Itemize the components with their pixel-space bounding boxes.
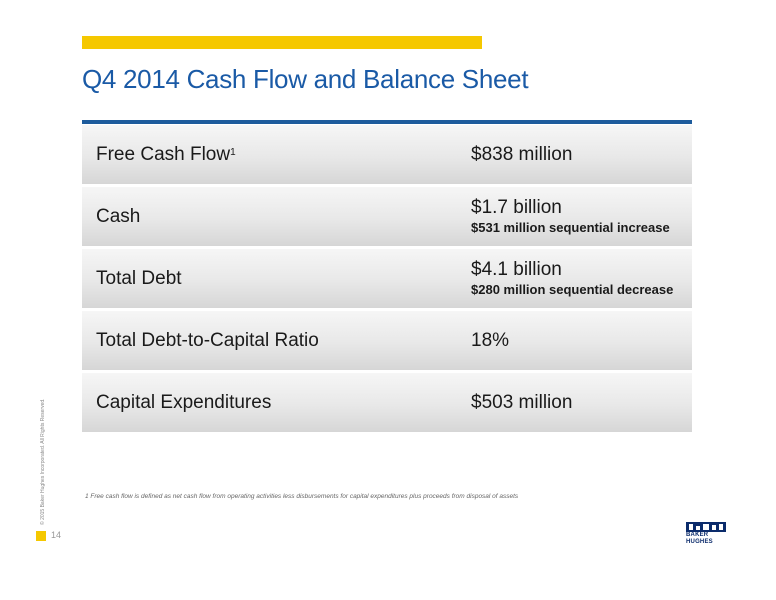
table-top-rule [82,120,692,124]
row-value: $838 million [471,125,572,184]
row-value: $4.1 billion $280 million sequential dec… [471,249,673,308]
value-sub: $531 million sequential increase [471,219,670,235]
table-row-total-debt: Total Debt $4.1 billion $280 million seq… [82,249,692,308]
value-main: $503 million [471,391,573,413]
baker-hughes-logo: BAKER HUGHES [686,522,726,546]
row-value: 18% [471,311,509,370]
table-row-debt-to-capital: Total Debt-to-Capital Ratio 18% [82,311,692,370]
row-label: Free Cash Flow1 [96,144,236,165]
table-row-cash: Cash $1.7 billion $531 million sequentia… [82,187,692,246]
table-row-capital-expenditures: Capital Expenditures $503 million [82,373,692,432]
page-number: 14 [51,530,62,540]
value-main: $1.7 billion [471,196,562,218]
financial-table: Free Cash Flow1 $838 million Cash $1.7 b… [82,125,692,435]
logo-line-1: BAKER [686,532,709,538]
footnote-marker: 1 [230,147,236,158]
row-label: Cash [96,206,141,227]
row-value: $1.7 billion $531 million sequential inc… [471,187,670,246]
logo-line-2: HUGHES [686,538,713,545]
slide-title: Q4 2014 Cash Flow and Balance Sheet [82,64,529,94]
page-number-marker [36,531,46,541]
table-row-free-cash-flow: Free Cash Flow1 $838 million [82,125,692,184]
row-label: Total Debt [96,268,182,289]
footnote: 1 Free cash flow is defined as net cash … [85,493,519,500]
row-label: Capital Expenditures [96,392,272,413]
value-main: $4.1 billion [471,258,562,280]
logo-mark-icon [686,522,726,532]
row-value: $503 million [471,373,572,432]
value-sub: $280 million sequential decrease [471,281,674,297]
title-accent-bar [82,36,482,49]
copyright-notice: © 2015 Baker Hughes Incorporated. All Ri… [40,398,46,525]
value-main: 18% [471,329,510,351]
value-main: $838 million [471,143,573,165]
row-label: Total Debt-to-Capital Ratio [96,330,319,351]
